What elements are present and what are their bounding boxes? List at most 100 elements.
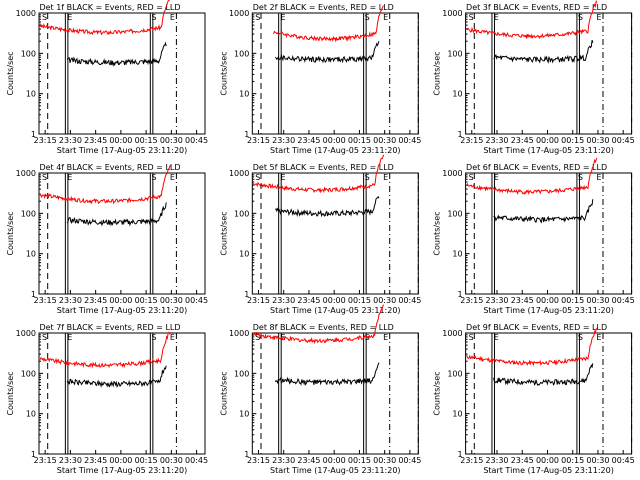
panel-title: Det 8f BLACK = Events, RED = LLD <box>253 323 394 332</box>
x-tick-label: 00:30 <box>586 296 609 305</box>
y-tick-label: 100 <box>21 49 36 58</box>
x-tick-label: 00:15 <box>348 296 371 305</box>
x-tick-label: 00:00 <box>323 456 346 465</box>
x-tick-label: 00:45 <box>398 136 421 145</box>
x-tick-label: 23:45 <box>511 456 534 465</box>
x-tick-label: 00:15 <box>135 456 158 465</box>
x-tick-label: 00:45 <box>185 136 208 145</box>
panel-title: Det 2f BLACK = Events, RED = LLD <box>253 3 394 12</box>
marker-label: S <box>42 13 47 22</box>
y-tick-label: 1000 <box>16 329 36 338</box>
y-tick-label: 100 <box>21 209 36 218</box>
plot-frame <box>465 332 633 455</box>
x-tick-label: 23:15 <box>247 456 270 465</box>
x-tick-label: 00:45 <box>612 296 635 305</box>
x-tick-label: 00:00 <box>109 456 132 465</box>
y-tick-label: 1000 <box>229 329 249 338</box>
marker-label: E <box>596 333 601 342</box>
y-tick-label: 10 <box>452 410 462 419</box>
y-axis-label: Counts/sec <box>433 211 442 255</box>
x-tick-label: 00:15 <box>135 296 158 305</box>
y-tick-label: 100 <box>447 49 462 58</box>
y-tick-label: 1 <box>458 290 463 299</box>
x-axis-label: Start Time (17-Aug-05 23:11:20) <box>483 466 614 475</box>
y-tick-label: 1 <box>31 290 36 299</box>
y-tick-label: 1000 <box>16 9 36 18</box>
x-tick-label: 00:00 <box>323 296 346 305</box>
marker-label: E <box>280 13 285 22</box>
y-tick-label: 10 <box>26 90 36 99</box>
lld-series-line <box>39 331 171 369</box>
lld-series-line <box>39 164 171 205</box>
marker-label: S <box>255 13 260 22</box>
y-tick-label: 10 <box>26 250 36 259</box>
detector-panel: Det 5f BLACK = Events, RED = LLD 1 10 100 10… <box>219 154 421 315</box>
marker-label: S <box>42 173 47 182</box>
lld-series-line <box>39 0 171 36</box>
marker-label: E <box>494 173 499 182</box>
detector-panel: Det 4f BLACK = Events, RED = LLD 1 10 100 10… <box>6 163 208 315</box>
lld-series-line <box>273 5 384 43</box>
panel-title: Det 3f BLACK = Events, RED = LLD <box>466 3 607 12</box>
x-tick-label: 23:45 <box>297 296 320 305</box>
plot-frame <box>38 12 206 135</box>
lld-series-line <box>466 328 598 367</box>
plot-frame <box>465 12 633 135</box>
y-tick-label: 1 <box>244 290 249 299</box>
x-tick-label: 23:45 <box>84 136 107 145</box>
detector-panel: Det 9f BLACK = Events, RED = LLD 1 10 100 10… <box>433 323 635 475</box>
x-axis-label: Start Time (17-Aug-05 23:11:20) <box>57 306 188 315</box>
y-tick-label: 10 <box>452 250 462 259</box>
marker-label: S <box>578 13 583 22</box>
panel-title: Det 5f BLACK = Events, RED = LLD <box>253 163 394 172</box>
panel-title: Det 7f BLACK = Events, RED = LLD <box>39 323 180 332</box>
y-tick-label: 1000 <box>229 169 249 178</box>
x-tick-label: 00:30 <box>586 136 609 145</box>
y-tick-label: 100 <box>447 369 462 378</box>
y-tick-label: 1 <box>458 130 463 139</box>
marker-label: S <box>578 333 583 342</box>
y-tick-label: 10 <box>239 410 249 419</box>
marker-label: S <box>469 13 474 22</box>
marker-label: E <box>494 13 499 22</box>
marker-label: S <box>42 333 47 342</box>
x-tick-label: 00:00 <box>536 136 559 145</box>
y-tick-label: 100 <box>234 369 249 378</box>
detector-panel: Det 1f BLACK = Events, RED = LLD 1 10 100 10… <box>6 0 208 155</box>
y-tick-label: 1 <box>31 130 36 139</box>
x-tick-label: 00:30 <box>586 456 609 465</box>
y-tick-label: 1 <box>31 450 36 459</box>
x-tick-label: 00:30 <box>160 296 183 305</box>
x-tick-label: 23:30 <box>485 456 508 465</box>
y-tick-label: 10 <box>239 250 249 259</box>
x-tick-label: 00:15 <box>135 136 158 145</box>
x-tick-label: 23:30 <box>272 296 295 305</box>
y-axis-label: Counts/sec <box>433 51 442 95</box>
y-tick-label: 1000 <box>442 329 462 338</box>
plot-frame <box>38 332 206 455</box>
lld-series-line <box>252 154 385 194</box>
y-tick-label: 10 <box>26 410 36 419</box>
panel-title: Det 4f BLACK = Events, RED = LLD <box>39 163 180 172</box>
x-tick-label: 23:30 <box>272 456 295 465</box>
y-tick-label: 100 <box>21 369 36 378</box>
x-tick-label: 00:15 <box>561 456 584 465</box>
lld-series-line <box>466 157 598 196</box>
marker-label: S <box>365 173 370 182</box>
x-tick-label: 00:15 <box>348 136 371 145</box>
marker-label: E <box>170 333 175 342</box>
x-tick-label: 23:30 <box>59 456 82 465</box>
x-tick-label: 00:00 <box>109 296 132 305</box>
x-axis-label: Start Time (17-Aug-05 23:11:20) <box>57 146 188 155</box>
plot-frame <box>251 172 419 295</box>
events-series-line <box>275 195 380 218</box>
x-tick-label: 23:45 <box>84 456 107 465</box>
y-tick-label: 100 <box>447 209 462 218</box>
y-tick-label: 100 <box>234 49 249 58</box>
plot-frame <box>251 12 419 135</box>
x-tick-label: 23:45 <box>511 296 534 305</box>
y-axis-label: Counts/sec <box>219 51 228 95</box>
x-tick-label: 00:30 <box>373 136 396 145</box>
marker-label: E <box>383 13 388 22</box>
